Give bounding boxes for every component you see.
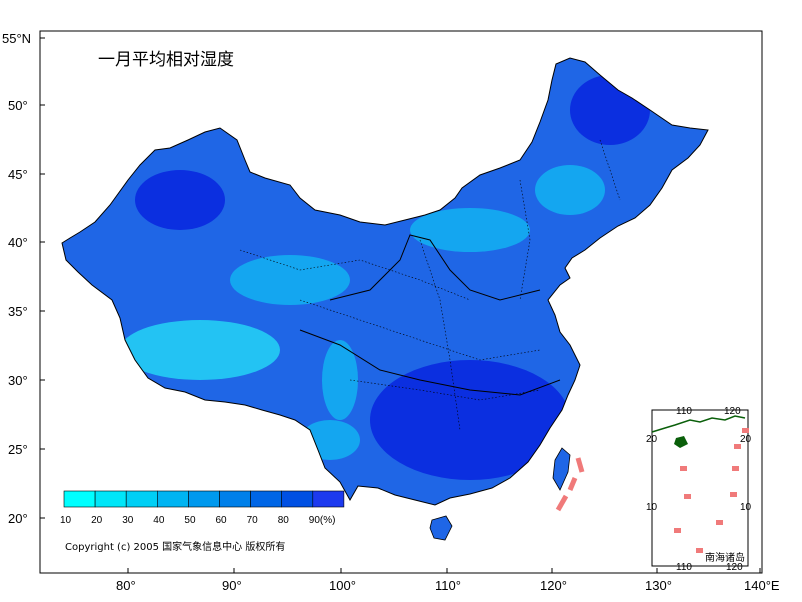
inset-coastline bbox=[651, 415, 746, 433]
dry-zone-inner-mongolia bbox=[410, 208, 530, 252]
copyright-text: Copyright (c) 2005 国家气象信息中心 版权所有 bbox=[65, 540, 285, 553]
legend-swatch bbox=[281, 490, 314, 508]
legend-label: 50 bbox=[184, 515, 196, 526]
dry-zone-sichuan bbox=[322, 340, 358, 420]
hainan-island bbox=[429, 515, 453, 541]
legend-swatch bbox=[250, 490, 283, 508]
dry-zone-north bbox=[535, 165, 605, 215]
legend-swatch bbox=[157, 490, 189, 508]
dry-zone-tibet bbox=[120, 320, 280, 380]
inset-frame bbox=[651, 409, 749, 567]
x-tick-label: 120° bbox=[540, 578, 567, 593]
inset-map: 110 120 20 10 20 10 110 120 南海诸岛 bbox=[646, 406, 752, 573]
dry-zone-west bbox=[230, 255, 350, 305]
legend-label: 60 bbox=[216, 515, 228, 526]
inset-right-tick-2: 10 bbox=[740, 502, 752, 513]
inset-top-tick-2: 120 bbox=[724, 406, 741, 417]
boundary-dash bbox=[567, 477, 578, 491]
inset-bottom-tick-1: 110 bbox=[676, 562, 692, 573]
boundary-dash bbox=[575, 457, 585, 473]
river-lines bbox=[299, 234, 561, 396]
legend-label: 10 bbox=[60, 515, 72, 526]
x-tick-label: 140°E bbox=[744, 578, 780, 593]
inset-dash bbox=[742, 428, 749, 433]
inset-dashes bbox=[674, 428, 749, 553]
map-title: 一月平均相对湿度 bbox=[98, 50, 234, 70]
x-tick-label: 90° bbox=[222, 578, 242, 593]
y-tick-label: 45° bbox=[8, 167, 28, 182]
legend-swatch bbox=[63, 490, 96, 508]
inset-dash bbox=[684, 494, 691, 499]
y-tick-label: 40° bbox=[8, 235, 28, 250]
y-tick-label: 20° bbox=[8, 511, 28, 526]
humid-zone-northwest bbox=[135, 170, 225, 230]
x-axis-ticks: 80° 90° 100° 110° 120° 130° 140°E bbox=[116, 568, 780, 593]
legend-label: 40 bbox=[153, 515, 165, 526]
inset-dash bbox=[696, 548, 703, 553]
y-tick-label: 50° bbox=[8, 98, 28, 113]
inset-dash bbox=[732, 466, 739, 471]
legend-label: 80 bbox=[278, 515, 290, 526]
y-tick-label: 30° bbox=[8, 373, 28, 388]
boundary-dash bbox=[555, 494, 569, 512]
inset-dash bbox=[674, 528, 681, 533]
legend-label: 30 bbox=[122, 515, 134, 526]
inset-top-tick-1: 110 bbox=[676, 406, 692, 417]
legend-swatch bbox=[125, 490, 158, 508]
x-tick-label: 80° bbox=[116, 578, 136, 593]
inset-right-tick-1: 20 bbox=[740, 434, 752, 445]
inset-dash bbox=[716, 520, 723, 525]
province-boundaries bbox=[239, 139, 621, 431]
legend-label: 90(%) bbox=[309, 515, 336, 526]
taiwan-island bbox=[552, 447, 571, 491]
x-tick-label: 110° bbox=[435, 578, 461, 593]
x-tick-label: 100° bbox=[329, 578, 356, 593]
y-tick-label: 55°N bbox=[2, 31, 31, 46]
legend-swatch bbox=[188, 490, 220, 508]
inset-left-tick-1: 20 bbox=[646, 434, 658, 445]
color-legend: 10 20 30 40 50 60 70 80 90(%) bbox=[60, 490, 345, 526]
legend-label: 70 bbox=[247, 515, 259, 526]
inset-left-tick-2: 10 bbox=[646, 502, 658, 513]
inset-hainan bbox=[674, 436, 688, 448]
legend-swatch bbox=[94, 490, 127, 508]
inset-dash bbox=[680, 466, 687, 471]
legend-swatch bbox=[312, 490, 345, 508]
inset-caption: 南海诸岛 bbox=[705, 551, 745, 564]
inset-dash bbox=[734, 444, 741, 449]
y-tick-label: 25° bbox=[8, 442, 28, 457]
y-tick-label: 35° bbox=[8, 304, 28, 319]
legend-label: 20 bbox=[91, 515, 103, 526]
south-sea-dashes bbox=[555, 457, 585, 512]
inset-dash bbox=[730, 492, 737, 497]
y-axis-ticks: 55°N 50° 45° 40° 35° 30° 25° 20° bbox=[2, 31, 45, 526]
x-tick-label: 130° bbox=[645, 578, 672, 593]
inset-bottom-tick-2: 120 bbox=[726, 562, 743, 573]
legend-swatch bbox=[219, 490, 251, 508]
